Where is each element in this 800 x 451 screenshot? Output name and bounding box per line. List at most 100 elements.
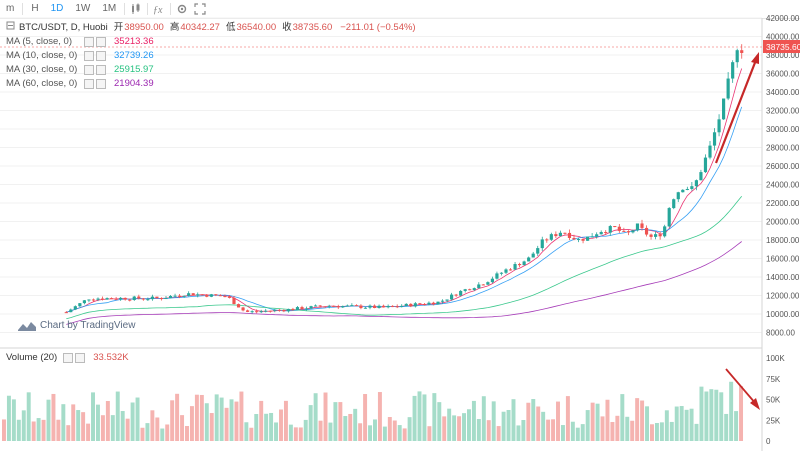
- candlesticks: [64, 44, 744, 314]
- volume-bar: [501, 411, 506, 441]
- candle-body: [694, 180, 698, 187]
- volume-bar: [447, 408, 452, 441]
- candle-body: [159, 298, 164, 300]
- candle-body: [332, 305, 336, 307]
- candle-body: [119, 297, 123, 300]
- ma60-value: 21904.39: [114, 78, 154, 89]
- volume-bar: [719, 392, 724, 441]
- candle-body: [468, 289, 472, 291]
- high-value: 40342.27: [180, 22, 220, 33]
- bar-style-icon[interactable]: [127, 0, 145, 18]
- tradingview-watermark[interactable]: Chart by TradingView: [18, 320, 135, 331]
- volume-bar: [363, 394, 368, 441]
- volume-remove-icon[interactable]: [75, 352, 86, 363]
- volume-bar: [397, 425, 402, 441]
- volume-bar: [620, 394, 625, 441]
- volume-bar: [199, 394, 204, 441]
- interval-1w[interactable]: 1W: [75, 3, 91, 14]
- last-price-tag-text: 38735.60: [766, 42, 800, 52]
- candle-body: [96, 298, 100, 300]
- candle-body: [386, 305, 390, 308]
- volume-bar: [739, 386, 744, 441]
- candle-body: [586, 236, 590, 241]
- candle-body: [459, 290, 463, 296]
- candle-body: [708, 145, 712, 158]
- candle-body: [227, 296, 232, 298]
- candle-body: [554, 234, 558, 237]
- ma5-remove-icon[interactable]: [96, 37, 106, 47]
- indicators-icon[interactable]: ƒx: [150, 0, 168, 18]
- volume-bar: [491, 401, 496, 441]
- candle-body: [726, 78, 730, 99]
- volume-bar: [279, 409, 283, 441]
- candle-body: [731, 62, 735, 79]
- candle-body: [64, 312, 68, 314]
- candle-body: [436, 301, 440, 305]
- volume-bar: [580, 424, 585, 441]
- price-tick-label: 38000.00: [766, 51, 800, 60]
- ma60-remove-icon[interactable]: [96, 79, 106, 89]
- volume-bar: [551, 419, 556, 441]
- symbol-title: BTC/USDT, D, Huobi: [19, 22, 108, 33]
- volume-bar: [689, 408, 694, 441]
- volume-bar: [600, 416, 605, 441]
- volume-bar: [709, 389, 714, 441]
- volume-bar: [283, 400, 288, 441]
- volume-bar: [249, 427, 254, 441]
- volume-bar: [76, 410, 81, 441]
- volume-bar: [348, 413, 353, 441]
- volume-bar: [481, 396, 486, 441]
- volume-bar: [91, 392, 95, 441]
- volume-bar: [66, 425, 71, 441]
- low-value: 36540.00: [236, 22, 277, 33]
- volume-bar: [343, 416, 348, 441]
- ma10-remove-icon[interactable]: [96, 51, 106, 61]
- volume-bar: [536, 406, 541, 441]
- interval-1m[interactable]: 1M: [102, 3, 117, 14]
- interval-hours[interactable]: H: [31, 3, 39, 14]
- volume-settings-icon[interactable]: [63, 352, 74, 363]
- volume-bar: [630, 420, 635, 441]
- candle-body: [536, 248, 540, 254]
- ma10-settings-icon[interactable]: [84, 51, 94, 61]
- interval-minutes[interactable]: m: [6, 3, 15, 14]
- ma30-remove-icon[interactable]: [96, 65, 106, 75]
- price-tick-label: 18000.00: [766, 236, 800, 245]
- candle-body: [200, 294, 204, 296]
- candle-body: [314, 305, 318, 307]
- volume-bar: [61, 404, 66, 441]
- volume-bar: [264, 413, 269, 441]
- candle-body: [527, 257, 531, 262]
- candle-body: [490, 278, 494, 283]
- candle-body: [395, 306, 399, 308]
- volume-bar: [432, 393, 437, 441]
- candle-body: [327, 305, 331, 307]
- candle-body: [735, 50, 739, 63]
- candle-body: [155, 296, 159, 299]
- candle-body: [318, 305, 322, 307]
- chart-legend: BTC/USDT, D, Huobi 开 38950.00 高 40342.27 低…: [6, 21, 416, 91]
- volume-bar: [298, 427, 303, 441]
- tradingview-logo-icon: [18, 321, 36, 331]
- fullscreen-icon[interactable]: [191, 0, 209, 18]
- volume-bar: [417, 391, 422, 441]
- ma5-settings-icon[interactable]: [84, 37, 94, 47]
- volume-bar: [466, 409, 471, 441]
- volume-bar: [56, 419, 61, 441]
- ma30-settings-icon[interactable]: [84, 65, 94, 75]
- price-tick-label: 12000.00: [766, 292, 800, 301]
- ma60-settings-icon[interactable]: [84, 79, 94, 89]
- volume-bar: [531, 399, 536, 441]
- settings-icon[interactable]: [173, 0, 191, 18]
- collapse-legend-icon[interactable]: [6, 21, 15, 35]
- interval-1d[interactable]: 1D: [50, 3, 64, 14]
- trend-arrow-down: [725, 368, 760, 410]
- volume-bar: [684, 409, 689, 441]
- price-tick-label: 42000.00: [766, 14, 800, 23]
- volume-bar: [318, 420, 323, 441]
- candle-body: [246, 310, 250, 312]
- volume-bar: [659, 422, 664, 441]
- candle-body: [681, 189, 685, 193]
- volume-bar: [734, 411, 739, 441]
